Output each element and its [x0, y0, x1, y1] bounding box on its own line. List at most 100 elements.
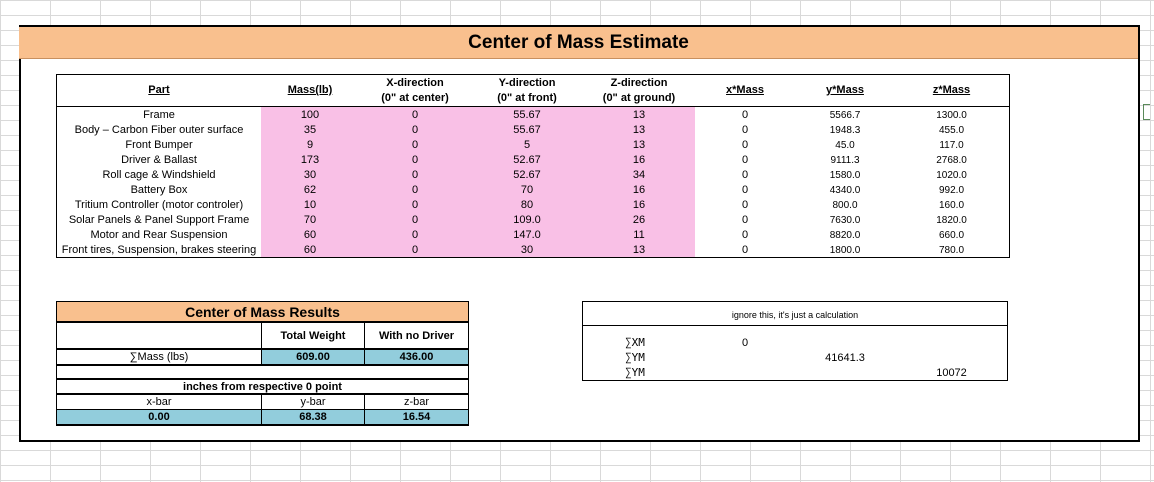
cell-z-mass[interactable]: 660.0 [938, 230, 965, 241]
sum-mass-label-cell[interactable]: ∑Mass (lbs) [56, 349, 262, 365]
cell-x[interactable]: 0 [411, 139, 419, 151]
cell-part[interactable]: Frame [143, 109, 175, 121]
cell-z[interactable]: 11 [633, 229, 645, 241]
cell-part[interactable]: Tritium Controller (motor controler) [74, 199, 244, 211]
cell-x-mass[interactable]: 0 [741, 184, 749, 196]
header-x-sub[interactable]: (0" at center) [381, 92, 449, 104]
cell-y[interactable]: 30 [520, 244, 534, 256]
header-part[interactable]: Part [148, 84, 170, 96]
cell-x[interactable]: 0 [411, 229, 419, 241]
cell-z-mass[interactable]: 117.0 [939, 140, 964, 151]
header-x-mass[interactable]: x*Mass [726, 84, 764, 96]
cell-part[interactable]: Solar Panels & Panel Support Frame [68, 214, 250, 226]
cell-y[interactable]: 109.0 [513, 214, 541, 226]
cell-z[interactable]: 16 [632, 184, 646, 196]
header-mass[interactable]: Mass(lb) [287, 84, 333, 96]
xbar-value-cell[interactable]: 0.00 [56, 409, 262, 425]
cell-x[interactable]: 0 [411, 154, 419, 166]
header-x-direction[interactable]: X-direction [386, 77, 444, 89]
cell-part[interactable]: Front tires, Suspension, brakes steering [61, 244, 257, 256]
cell-y[interactable]: 70 [520, 184, 534, 196]
total-weight-header[interactable]: Total Weight [261, 322, 365, 349]
cell-y[interactable]: 5 [523, 139, 531, 151]
cell-y[interactable]: 55.67 [513, 109, 541, 121]
cell-y-mass[interactable]: 8820.0 [829, 230, 861, 241]
cell-mass[interactable]: 30 [303, 169, 317, 181]
cell-z[interactable]: 16 [632, 199, 646, 211]
cell-mass[interactable]: 62 [303, 184, 317, 196]
cell-part[interactable]: Motor and Rear Suspension [90, 229, 228, 241]
cell-y-mass[interactable]: 45.0 [835, 140, 855, 151]
cell-y[interactable]: 52.67 [513, 169, 541, 181]
header-z-direction[interactable]: Z-direction [610, 77, 668, 89]
sum-zm-label[interactable]: ∑YM [625, 366, 645, 379]
cell-x-mass[interactable]: 0 [741, 109, 749, 121]
cell-z[interactable]: 13 [632, 139, 646, 151]
zbar-label-cell[interactable]: z-bar [364, 394, 469, 410]
cell-y-mass[interactable]: 5566.7 [829, 110, 861, 121]
cell-part[interactable]: Battery Box [130, 184, 188, 196]
header-z-mass[interactable]: z*Mass [932, 84, 971, 96]
cell-mass[interactable]: 100 [300, 109, 320, 121]
total-weight-value-cell[interactable]: 609.00 [261, 349, 365, 365]
results-spacer-cell[interactable] [56, 365, 469, 379]
cell-y-mass[interactable]: 9111.3 [830, 155, 860, 166]
cell-x[interactable]: 0 [411, 169, 419, 181]
header-z-sub[interactable]: (0" at ground) [602, 92, 676, 104]
cell-z[interactable]: 13 [632, 109, 646, 121]
cell-x-mass[interactable]: 0 [741, 229, 749, 241]
cell-x[interactable]: 0 [411, 244, 419, 256]
zbar-value-cell[interactable]: 16.54 [364, 409, 469, 425]
inches-label-cell[interactable]: inches from respective 0 point [56, 379, 469, 394]
cell-x[interactable]: 0 [411, 109, 419, 121]
cell-z-mass[interactable]: 160.0 [938, 200, 965, 211]
cell-mass[interactable]: 60 [303, 229, 317, 241]
selection-handle-icon[interactable] [1143, 104, 1150, 120]
sum-xm-value[interactable]: 0 [741, 337, 749, 349]
cell-y[interactable]: 147.0 [513, 229, 541, 241]
cell-y-mass[interactable]: 4340.0 [829, 185, 861, 196]
cell-z[interactable]: 26 [632, 214, 646, 226]
cell-part[interactable]: Driver & Ballast [121, 154, 197, 166]
header-y-direction[interactable]: Y-direction [498, 77, 556, 89]
sum-zm-value[interactable]: 10072 [936, 367, 967, 379]
sheet-title[interactable]: Center of Mass Estimate [19, 27, 1138, 59]
cell-z-mass[interactable]: 455.0 [938, 125, 965, 136]
header-y-mass[interactable]: y*Mass [826, 84, 864, 96]
cell-y[interactable]: 52.67 [513, 154, 541, 166]
cell-z[interactable]: 34 [632, 169, 646, 181]
cell-x-mass[interactable]: 0 [741, 139, 749, 151]
no-driver-header[interactable]: With no Driver [364, 322, 469, 349]
sum-ym-value[interactable]: 41641.3 [825, 352, 865, 364]
cell-mass[interactable]: 9 [306, 139, 314, 151]
cell-y[interactable]: 80 [520, 199, 534, 211]
cell-z-mass[interactable]: 780.0 [938, 245, 965, 256]
cell-z-mass[interactable]: 1020.0 [936, 170, 967, 181]
calc-note[interactable]: ignore this, it's just a calculation [731, 310, 859, 320]
ybar-value-cell[interactable]: 68.38 [261, 409, 365, 425]
sum-xm-label[interactable]: ∑XM [625, 336, 645, 349]
cell-y-mass[interactable]: 800.0 [832, 200, 858, 211]
cell-x-mass[interactable]: 0 [741, 214, 749, 226]
cell-part[interactable]: Front Bumper [125, 139, 193, 151]
xbar-label-cell[interactable]: x-bar [56, 394, 262, 410]
cell-z[interactable]: 13 [632, 124, 646, 136]
cell-mass[interactable]: 173 [300, 154, 320, 166]
results-title[interactable]: Center of Mass Results [56, 301, 469, 322]
cell-x-mass[interactable]: 0 [741, 199, 749, 211]
cell-z-mass[interactable]: 2768.0 [936, 155, 967, 166]
cell-part[interactable]: Roll cage & Windshield [102, 169, 216, 181]
no-driver-value-cell[interactable]: 436.00 [364, 349, 469, 365]
cell-y-mass[interactable]: 1800.0 [829, 245, 861, 256]
cell-y-mass[interactable]: 7630.0 [829, 215, 861, 226]
cell-z-mass[interactable]: 992.0 [938, 185, 965, 196]
cell-x[interactable]: 0 [411, 199, 419, 211]
ybar-label-cell[interactable]: y-bar [261, 394, 365, 410]
cell-x[interactable]: 0 [411, 214, 419, 226]
cell-z-mass[interactable]: 1300.0 [936, 110, 967, 121]
cell-y[interactable]: 55.67 [513, 124, 541, 136]
cell-x[interactable]: 0 [411, 124, 419, 136]
cell-x-mass[interactable]: 0 [741, 169, 749, 181]
header-y-sub[interactable]: (0" at front) [497, 92, 557, 104]
cell-mass[interactable]: 10 [303, 199, 317, 211]
